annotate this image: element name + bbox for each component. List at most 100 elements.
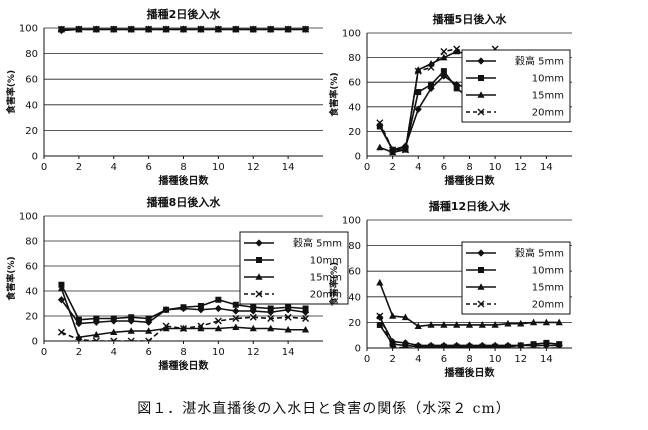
- legend-label: 穀高 5mm: [515, 247, 564, 260]
- data-point: [284, 313, 292, 321]
- data-point: [517, 342, 524, 348]
- data-point: [453, 85, 460, 92]
- legend-label: 15mm: [532, 91, 564, 102]
- x-tick-label: 14: [282, 347, 295, 358]
- data-point-stroke-b: [162, 25, 170, 33]
- data-point: [491, 344, 499, 348]
- legend-marker: [477, 283, 485, 290]
- x-tick-label: 10: [212, 162, 225, 173]
- figure-caption: 図１．湛水直播後の入水日と食害の関係（水深２ cm）: [137, 401, 511, 417]
- data-point: [466, 343, 473, 348]
- data-point: [92, 337, 100, 341]
- data-point: [127, 327, 135, 334]
- data-point: [555, 344, 563, 348]
- data-point-stroke-b: [249, 25, 257, 33]
- data-point: [414, 322, 422, 330]
- data-point: [301, 325, 310, 333]
- data-point-stroke-b: [494, 344, 499, 348]
- data-point: [440, 53, 448, 61]
- data-point-stroke-b: [95, 337, 100, 341]
- data-point: [57, 284, 66, 292]
- data-point-stroke-b: [214, 317, 222, 325]
- legend-label: 15mm: [310, 273, 342, 284]
- data-point: [57, 25, 65, 33]
- data-point: [428, 343, 435, 348]
- x-tick-label: 6: [441, 162, 447, 173]
- data-point-stroke-b: [427, 63, 435, 71]
- data-point: [110, 337, 118, 341]
- data-point-stroke-b: [214, 25, 222, 33]
- data-point: [197, 324, 205, 332]
- legend-marker: [477, 249, 485, 257]
- data-point: [440, 47, 448, 55]
- data-point: [504, 319, 512, 327]
- data-point-stroke-a: [427, 344, 433, 348]
- data-point: [267, 315, 275, 322]
- legend-label: 10mm: [532, 74, 564, 85]
- data-point: [529, 318, 538, 326]
- data-point: [376, 312, 384, 320]
- legend: 穀高 5mm 10mm 15mm 20mm: [239, 231, 349, 305]
- data-point-stroke-b: [267, 315, 275, 322]
- data-point: [504, 343, 511, 348]
- data-point: [127, 25, 135, 33]
- x-tick-label: 0: [41, 162, 47, 173]
- data-point: [284, 25, 292, 33]
- plot-area: [57, 281, 310, 341]
- data-point: [110, 328, 118, 336]
- y-tick-label: 40: [348, 102, 361, 113]
- data-point-stroke-b: [197, 322, 205, 330]
- data-point: [453, 47, 461, 55]
- data-point-stroke-b: [180, 25, 187, 33]
- legend-marker: [256, 257, 262, 263]
- data-point: [427, 63, 435, 71]
- data-point: [75, 25, 83, 33]
- chart-title: 播種5日後入水: [433, 12, 508, 26]
- x-tick-label: 12: [514, 162, 527, 173]
- data-point: [414, 105, 422, 113]
- data-point: [162, 25, 170, 33]
- data-point: [267, 25, 275, 33]
- data-point: [215, 296, 222, 303]
- x-tick-label: 0: [364, 162, 370, 173]
- data-point: [249, 313, 257, 321]
- data-point: [214, 25, 222, 33]
- legend-marker: [255, 290, 263, 298]
- data-point-stroke-a: [530, 344, 535, 348]
- data-point: [232, 301, 239, 308]
- data-point: [57, 296, 66, 304]
- data-point: [376, 278, 384, 286]
- data-point-stroke-a: [491, 344, 497, 348]
- data-point: [214, 304, 222, 313]
- data-point-stroke-a: [453, 344, 458, 348]
- data-point: [414, 344, 422, 348]
- data-point: [440, 344, 448, 348]
- data-point: [57, 328, 65, 336]
- data-point: [542, 344, 550, 348]
- legend-label: 20mm: [532, 300, 564, 311]
- data-point-stroke-a: [517, 344, 522, 348]
- data-point-stroke-b: [430, 344, 435, 348]
- y-tick-label: 100: [19, 24, 38, 35]
- x-tick-label: 4: [415, 354, 421, 365]
- x-tick-label: 12: [514, 354, 527, 365]
- data-point: [145, 25, 153, 33]
- data-point-stroke-a: [478, 344, 484, 348]
- data-point-stroke-b: [75, 25, 83, 33]
- data-point: [92, 330, 100, 338]
- data-point-stroke-a: [555, 344, 561, 348]
- x-tick-label: 2: [76, 347, 82, 358]
- data-point: [197, 303, 204, 309]
- data-point-stroke-b: [404, 344, 409, 348]
- data-point: [414, 67, 422, 75]
- data-point: [75, 316, 82, 323]
- data-point: [492, 343, 499, 348]
- x-tick-label: 4: [111, 162, 117, 173]
- data-point: [479, 343, 486, 348]
- data-point-stroke-b: [147, 337, 153, 341]
- x-axis-label: 播種後日数: [159, 174, 210, 187]
- y-tick-label: 100: [342, 29, 361, 40]
- data-point: [267, 305, 274, 312]
